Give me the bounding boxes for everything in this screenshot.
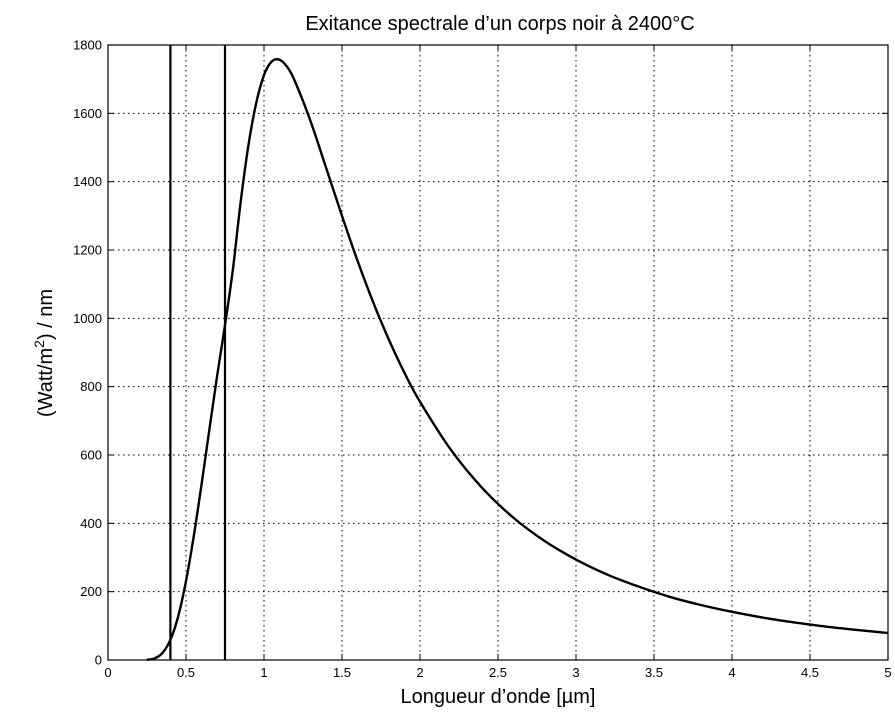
wavelength-markers bbox=[169, 45, 227, 660]
y-tick-label: 1600 bbox=[73, 106, 102, 121]
y-tick-label: 1200 bbox=[73, 243, 102, 258]
x-tick-label: 5 bbox=[884, 665, 891, 680]
plot-frame bbox=[107, 44, 889, 661]
y-tick-label: 800 bbox=[80, 379, 102, 394]
y-tick-label: 1000 bbox=[73, 311, 102, 326]
series-layer bbox=[146, 57, 889, 661]
axis-ticks: 0 0.5 1 1.5 2 2.5 3 3.5 4 4.5 5 0 200 400 600 800 1000 12… bbox=[73, 38, 892, 681]
y-axis-label-sup: 2 bbox=[31, 340, 47, 348]
x-tick-label: 1.5 bbox=[333, 665, 351, 680]
x-tick-label: 4.5 bbox=[801, 665, 819, 680]
y-tick-label: 1800 bbox=[73, 38, 102, 53]
x-tick-label: 3 bbox=[572, 665, 579, 680]
x-tick-label: 1 bbox=[260, 665, 267, 680]
x-tick-label: 2 bbox=[416, 665, 423, 680]
y-tick-label: 1400 bbox=[73, 174, 102, 189]
x-axis-label: Longueur d’onde [µm] bbox=[401, 686, 596, 708]
y-tick-label: 0 bbox=[95, 653, 102, 668]
chart-title: Exitance spectrale d’un corps noir à 240… bbox=[305, 13, 694, 35]
y-tick-label: 200 bbox=[80, 584, 102, 599]
y-axis-label: (Watt/m2) / nm bbox=[31, 289, 57, 417]
series-line bbox=[146, 57, 889, 661]
x-tick-label: 4 bbox=[728, 665, 735, 680]
x-tick-label: 0 bbox=[104, 665, 111, 680]
y-tick-label: 600 bbox=[80, 448, 102, 463]
x-tick-label: 3.5 bbox=[645, 665, 663, 680]
x-tick-label: 2.5 bbox=[489, 665, 507, 680]
y-tick-label: 400 bbox=[80, 516, 102, 531]
grid bbox=[108, 45, 888, 660]
y-axis-label-post: ) / nm bbox=[35, 289, 57, 340]
y-axis-label-pre: (Watt/m bbox=[35, 348, 57, 417]
x-tick-label: 0.5 bbox=[177, 665, 195, 680]
